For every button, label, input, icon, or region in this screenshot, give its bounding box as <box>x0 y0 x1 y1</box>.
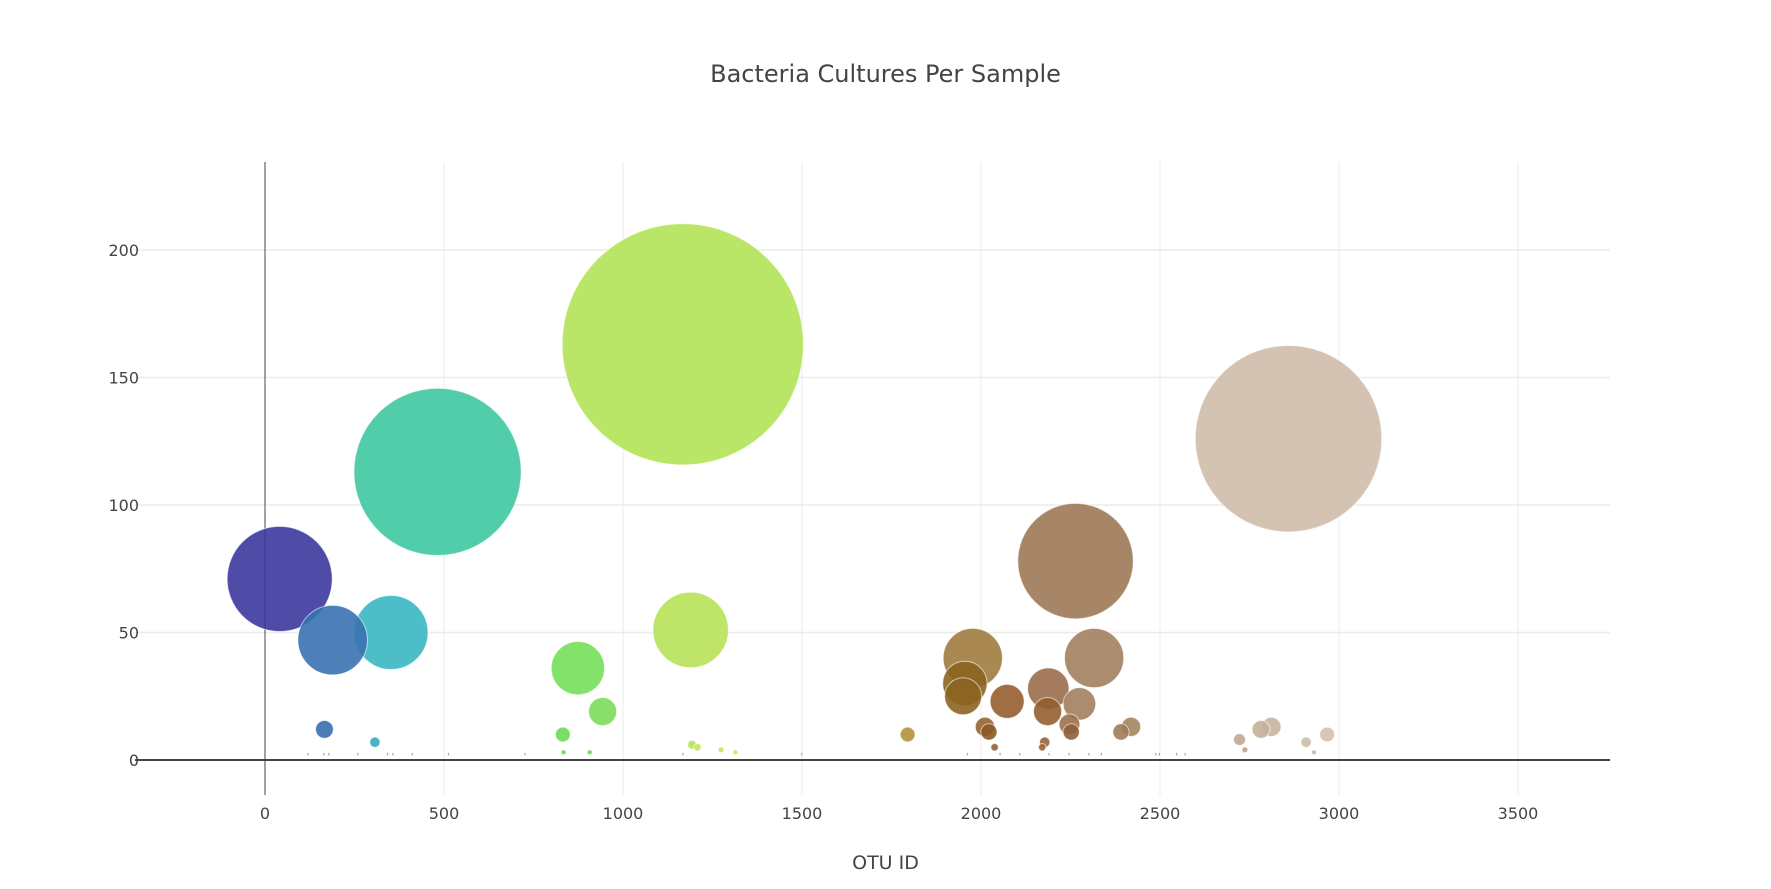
bubble-point[interactable] <box>966 752 969 756</box>
x-tick-label: 500 <box>429 804 460 823</box>
bubble-point[interactable] <box>1251 720 1271 739</box>
x-axis-ticks: 0 500 1000 1500 2000 2500 3000 3500 <box>260 804 1538 823</box>
y-tick-label: 100 <box>108 496 139 515</box>
bubble-point[interactable] <box>307 752 309 756</box>
bubble-point[interactable] <box>550 641 606 696</box>
bubble-point[interactable] <box>1233 733 1246 747</box>
bubble-series[interactable] <box>226 223 1383 756</box>
bubble-point[interactable] <box>561 750 566 755</box>
bubble-point[interactable] <box>561 223 804 466</box>
bubble-point[interactable] <box>554 726 571 743</box>
x-tick-label: 0 <box>260 804 270 823</box>
bubble-point[interactable] <box>1300 736 1312 748</box>
bubble-point[interactable] <box>944 677 983 716</box>
bubble-point[interactable] <box>1068 752 1070 756</box>
bubble-point[interactable] <box>999 752 1001 756</box>
x-tick-label: 3500 <box>1498 804 1539 823</box>
bubble-point[interactable] <box>1112 723 1130 741</box>
bubble-point[interactable] <box>1038 743 1047 752</box>
bubble-point[interactable] <box>587 750 592 755</box>
bubble-point[interactable] <box>1155 752 1157 756</box>
bubble-point[interactable] <box>682 752 684 756</box>
x-tick-label: 2000 <box>961 804 1002 823</box>
x-tick-label: 1500 <box>782 804 823 823</box>
bubble-point[interactable] <box>990 743 999 752</box>
bubble-point[interactable] <box>1311 750 1317 755</box>
bubble-point[interactable] <box>1017 502 1134 620</box>
x-tick-label: 1000 <box>603 804 644 823</box>
bubble-point[interactable] <box>226 525 333 632</box>
chart-title: Bacteria Cultures Per Sample <box>710 60 1061 88</box>
bubble-point[interactable] <box>1088 752 1090 756</box>
bubble-point[interactable] <box>899 726 916 743</box>
y-tick-label: 50 <box>119 624 139 643</box>
bubble-point[interactable] <box>1062 723 1080 741</box>
bubble-point[interactable] <box>733 750 738 755</box>
bubble-point[interactable] <box>315 720 334 739</box>
bubble-point[interactable] <box>1019 752 1021 756</box>
bubble-point[interactable] <box>357 752 359 756</box>
bubble-point[interactable] <box>1319 726 1336 743</box>
bubble-point[interactable] <box>588 696 618 727</box>
bubble-point[interactable] <box>1064 627 1125 689</box>
y-tick-label: 150 <box>108 369 139 388</box>
x-tick-label: 3000 <box>1319 804 1360 823</box>
bubble-point[interactable] <box>652 591 729 669</box>
bubble-point[interactable] <box>328 752 330 756</box>
bubble-point[interactable] <box>693 743 702 752</box>
bubble-point[interactable] <box>386 752 389 756</box>
bubble-point[interactable] <box>1048 752 1050 756</box>
bubble-point[interactable] <box>989 683 1025 719</box>
bubble-point[interactable] <box>369 736 381 748</box>
bubble-point[interactable] <box>411 752 413 756</box>
bubble-point[interactable] <box>524 752 526 756</box>
bubble-point[interactable] <box>353 387 522 556</box>
x-tick-label: 2500 <box>1140 804 1181 823</box>
bubble-point[interactable] <box>1175 752 1178 756</box>
bubble-point[interactable] <box>1184 752 1186 756</box>
bubble-point[interactable] <box>801 752 803 756</box>
bubble-point[interactable] <box>392 752 394 756</box>
axes <box>135 162 1610 795</box>
bubble-point[interactable] <box>323 752 325 756</box>
bubble-point[interactable] <box>1033 696 1063 727</box>
x-axis-title: OTU ID <box>852 852 919 874</box>
bubble-point[interactable] <box>297 604 368 676</box>
bubble-point[interactable] <box>1194 344 1383 533</box>
bubble-point[interactable] <box>447 752 449 756</box>
y-tick-label: 0 <box>129 751 139 770</box>
bubble-point[interactable] <box>1100 752 1102 756</box>
y-axis-ticks: 0 50 100 150 200 <box>108 241 139 770</box>
y-tick-label: 200 <box>108 241 139 260</box>
bubble-point[interactable] <box>1241 746 1249 754</box>
bubble-point[interactable] <box>980 723 998 741</box>
bubble-point[interactable] <box>717 746 725 754</box>
bubble-point[interactable] <box>1158 752 1160 756</box>
